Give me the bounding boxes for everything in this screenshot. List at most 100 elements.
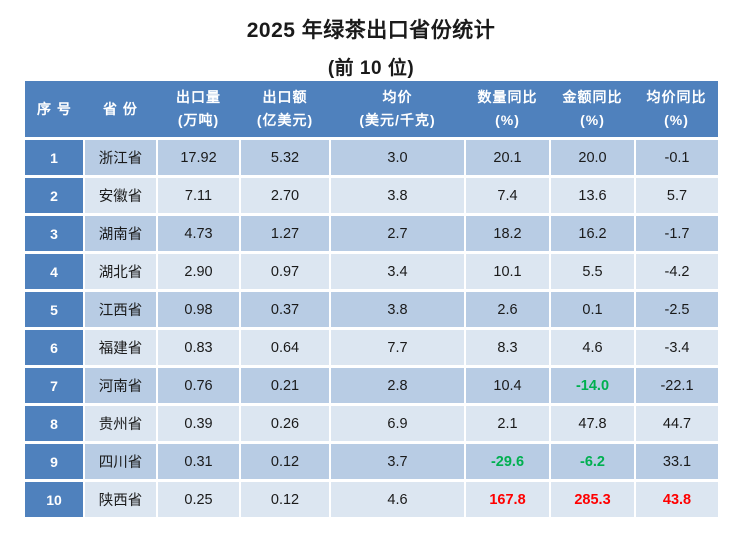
- table-row: 2 安徽省 7.11 2.70 3.8 7.4 13.6 5.7: [25, 176, 718, 216]
- header-row: 序 号 省 份 出口量 (万吨) 出口额 (亿美元) 均价 (美元/千克) 数量同比 (…: [25, 81, 718, 140]
- cell-volume-yoy: 20.1: [465, 138, 551, 178]
- cell-value-yoy: -6.2: [550, 442, 636, 482]
- cell-export-value: 1.27: [240, 214, 331, 254]
- cell-province: 安徽省: [84, 176, 158, 216]
- header-cell-export-volume: 出口量 (万吨): [157, 81, 240, 140]
- cell-province: 陕西省: [84, 480, 158, 517]
- header-unit: (%): [580, 112, 605, 128]
- cell-rank: 2: [25, 176, 85, 216]
- cell-value-yoy: 47.8: [550, 404, 636, 444]
- header-label: 金额同比: [562, 89, 623, 105]
- cell-rank: 3: [25, 214, 85, 254]
- cell-volume-yoy: 8.3: [465, 328, 551, 368]
- cell-volume-yoy: 2.1: [465, 404, 551, 444]
- cell-avg-price: 6.9: [330, 404, 466, 444]
- cell-avg-price: 3.4: [330, 252, 466, 292]
- cell-value-yoy: 285.3: [550, 480, 636, 517]
- cell-value-yoy: 16.2: [550, 214, 636, 254]
- cell-export-volume: 4.73: [157, 214, 241, 254]
- cell-province: 河南省: [84, 366, 158, 406]
- cell-province: 浙江省: [84, 138, 158, 178]
- table-row: 3 湖南省 4.73 1.27 2.7 18.2 16.2 -1.7: [25, 214, 718, 254]
- cell-avg-price: 3.0: [330, 138, 466, 178]
- cell-export-value: 0.26: [240, 404, 331, 444]
- header-unit: (%): [495, 112, 520, 128]
- cell-avg-price: 3.8: [330, 290, 466, 330]
- cell-price-yoy: -22.1: [635, 366, 718, 406]
- cell-price-yoy: -0.1: [635, 138, 718, 178]
- page-title: 2025 年绿茶出口省份统计: [246, 19, 496, 42]
- cell-rank: 5: [25, 290, 85, 330]
- table-row: 6 福建省 0.83 0.64 7.7 8.3 4.6 -3.4: [25, 328, 718, 368]
- cell-value-yoy: 5.5: [550, 252, 636, 292]
- cell-volume-yoy: -29.6: [465, 442, 551, 482]
- header-cell-avg-price: 均价 (美元/千克): [330, 81, 465, 140]
- header-label: 出口额: [262, 89, 308, 105]
- cell-avg-price: 4.6: [330, 480, 466, 517]
- table-row: 8 贵州省 0.39 0.26 6.9 2.1 47.8 44.7: [25, 404, 718, 444]
- header-label: 出口量: [176, 89, 221, 105]
- cell-export-value: 0.21: [240, 366, 331, 406]
- table-row: 7 河南省 0.76 0.21 2.8 10.4 -14.0 -22.1: [25, 366, 718, 406]
- cell-rank: 4: [25, 252, 85, 292]
- cell-volume-yoy: 10.4: [465, 366, 551, 406]
- cell-export-value: 0.12: [240, 480, 331, 517]
- cell-volume-yoy: 10.1: [465, 252, 551, 292]
- header-cell-rank: 序 号: [25, 81, 84, 140]
- cell-price-yoy: 33.1: [635, 442, 718, 482]
- table-row: 9 四川省 0.31 0.12 3.7 -29.6 -6.2 33.1: [25, 442, 718, 482]
- cell-avg-price: 3.8: [330, 176, 466, 216]
- cell-avg-price: 2.7: [330, 214, 466, 254]
- header-cell-province: 省 份: [84, 81, 157, 140]
- cell-volume-yoy: 18.2: [465, 214, 551, 254]
- cell-rank: 10: [25, 480, 85, 517]
- cell-export-volume: 17.92: [157, 138, 241, 178]
- cell-value-yoy: 0.1: [550, 290, 636, 330]
- cell-export-volume: 7.11: [157, 176, 241, 216]
- cell-rank: 8: [25, 404, 85, 444]
- cell-rank: 1: [25, 138, 85, 178]
- cell-export-volume: 0.25: [157, 480, 241, 517]
- header-unit: (万吨): [177, 112, 220, 128]
- cell-price-yoy: -4.2: [635, 252, 718, 292]
- cell-province: 湖南省: [84, 214, 158, 254]
- cell-avg-price: 2.8: [330, 366, 466, 406]
- cell-volume-yoy: 7.4: [465, 176, 551, 216]
- cell-rank: 9: [25, 442, 85, 482]
- cell-province: 福建省: [84, 328, 158, 368]
- header-cell-price-yoy: 均价同比 (%): [635, 81, 718, 140]
- cell-export-volume: 0.31: [157, 442, 241, 482]
- header-label: 省 份: [103, 100, 138, 117]
- cell-province: 四川省: [84, 442, 158, 482]
- cell-export-value: 0.97: [240, 252, 331, 292]
- table-row: 10 陕西省 0.25 0.12 4.6 167.8 285.3 43.8: [25, 480, 718, 517]
- cell-volume-yoy: 167.8: [465, 480, 551, 517]
- cell-province: 贵州省: [84, 404, 158, 444]
- cell-price-yoy: 43.8: [635, 480, 718, 517]
- header-label: 均价同比: [646, 89, 707, 105]
- cell-volume-yoy: 2.6: [465, 290, 551, 330]
- cell-export-volume: 0.39: [157, 404, 241, 444]
- header-cell-volume-yoy: 数量同比 (%): [465, 81, 550, 140]
- cell-export-value: 0.12: [240, 442, 331, 482]
- cell-rank: 6: [25, 328, 85, 368]
- header-cell-value-yoy: 金额同比 (%): [550, 81, 635, 140]
- cell-province: 湖北省: [84, 252, 158, 292]
- header-unit: (%): [664, 112, 689, 128]
- cell-value-yoy: 13.6: [550, 176, 636, 216]
- cell-avg-price: 7.7: [330, 328, 466, 368]
- cell-export-value: 2.70: [240, 176, 331, 216]
- cell-export-volume: 0.76: [157, 366, 241, 406]
- cell-price-yoy: 5.7: [635, 176, 718, 216]
- cell-value-yoy: 20.0: [550, 138, 636, 178]
- stats-table: 序 号 省 份 出口量 (万吨) 出口额 (亿美元) 均价 (美元/千克) 数量同比 (…: [25, 81, 718, 517]
- cell-price-yoy: -1.7: [635, 214, 718, 254]
- table-row: 4 湖北省 2.90 0.97 3.4 10.1 5.5 -4.2: [25, 252, 718, 292]
- cell-export-value: 5.32: [240, 138, 331, 178]
- table-header: 序 号 省 份 出口量 (万吨) 出口额 (亿美元) 均价 (美元/千克) 数量同比 (…: [25, 81, 718, 140]
- cell-price-yoy: 44.7: [635, 404, 718, 444]
- table-body: 1 浙江省 17.92 5.32 3.0 20.1 20.0 -0.1 2 安徽省 7.11 2.70…: [25, 138, 718, 517]
- header-unit: (亿美元): [256, 112, 314, 128]
- cell-price-yoy: -2.5: [635, 290, 718, 330]
